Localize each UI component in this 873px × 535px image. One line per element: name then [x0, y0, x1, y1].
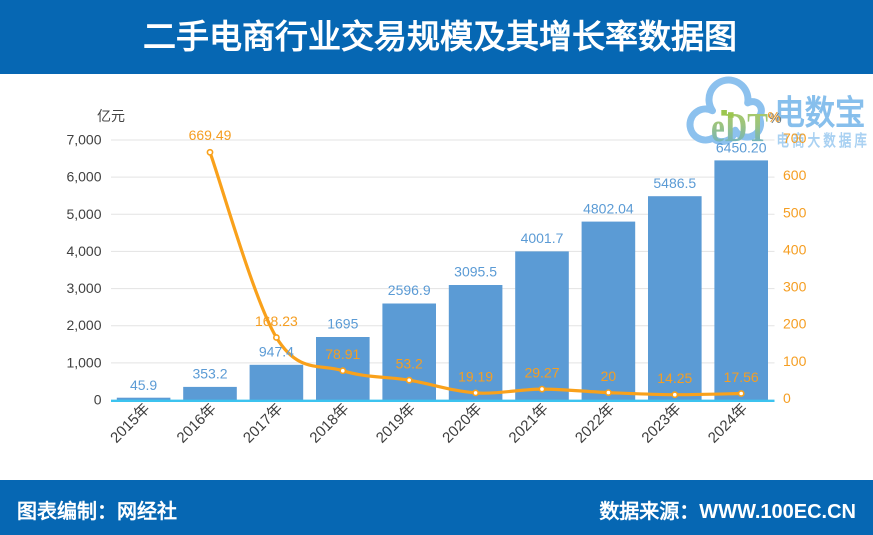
svg-text:2015年: 2015年	[107, 400, 153, 446]
svg-text:5,000: 5,000	[66, 206, 101, 222]
svg-text:29.27: 29.27	[524, 365, 559, 381]
svg-text:353.2: 353.2	[192, 366, 227, 382]
svg-text:3,000: 3,000	[66, 280, 101, 296]
svg-text:2019年: 2019年	[373, 400, 419, 446]
svg-text:亿元: 亿元	[97, 108, 125, 124]
svg-text:eDT: eDT	[711, 104, 768, 150]
svg-text:4001.7: 4001.7	[521, 230, 564, 246]
svg-text:1,000: 1,000	[66, 354, 101, 370]
svg-text:53.2: 53.2	[396, 356, 423, 372]
svg-text:%: %	[768, 110, 781, 126]
svg-text:400: 400	[783, 241, 807, 257]
svg-text:200: 200	[783, 316, 807, 332]
svg-text:3095.5: 3095.5	[454, 264, 497, 280]
svg-text:19.19: 19.19	[458, 368, 493, 384]
svg-text:20: 20	[601, 368, 617, 384]
svg-text:168.23: 168.23	[255, 313, 298, 329]
svg-text:45.9: 45.9	[130, 377, 157, 393]
svg-text:7,000: 7,000	[66, 132, 101, 148]
svg-text:2020年: 2020年	[439, 400, 485, 446]
svg-text:电数宝: 电数宝	[775, 94, 866, 132]
svg-text:2023年: 2023年	[638, 400, 684, 446]
svg-text:100: 100	[783, 353, 807, 369]
svg-text:4,000: 4,000	[66, 243, 101, 259]
svg-text:5486.5: 5486.5	[653, 175, 696, 191]
svg-text:2017年: 2017年	[240, 400, 286, 446]
svg-text:1695: 1695	[327, 316, 358, 332]
svg-text:0: 0	[94, 392, 102, 408]
svg-text:2016年: 2016年	[174, 400, 220, 446]
svg-text:2022年: 2022年	[572, 400, 618, 446]
svg-text:17.56: 17.56	[724, 369, 759, 385]
svg-text:6450.20: 6450.20	[716, 140, 767, 156]
svg-text:300: 300	[783, 279, 807, 295]
svg-text:2596.9: 2596.9	[388, 282, 431, 298]
svg-text:700: 700	[783, 130, 807, 146]
svg-text:500: 500	[783, 204, 807, 220]
svg-text:6,000: 6,000	[66, 169, 101, 185]
svg-text:600: 600	[783, 167, 807, 183]
svg-text:电商大数据库: 电商大数据库	[777, 130, 871, 150]
svg-text:2,000: 2,000	[66, 317, 101, 333]
svg-text:669.49: 669.49	[189, 127, 232, 143]
svg-text:2024年: 2024年	[705, 400, 751, 446]
svg-text:78.91: 78.91	[325, 346, 360, 362]
svg-text:2021年: 2021年	[506, 400, 552, 446]
svg-text:0: 0	[783, 390, 791, 406]
svg-text:4802.04: 4802.04	[583, 200, 634, 216]
svg-text:14.25: 14.25	[657, 370, 692, 386]
svg-text:2018年: 2018年	[306, 400, 352, 446]
svg-text:947.4: 947.4	[259, 344, 294, 360]
svg-text:%: %	[769, 111, 782, 127]
